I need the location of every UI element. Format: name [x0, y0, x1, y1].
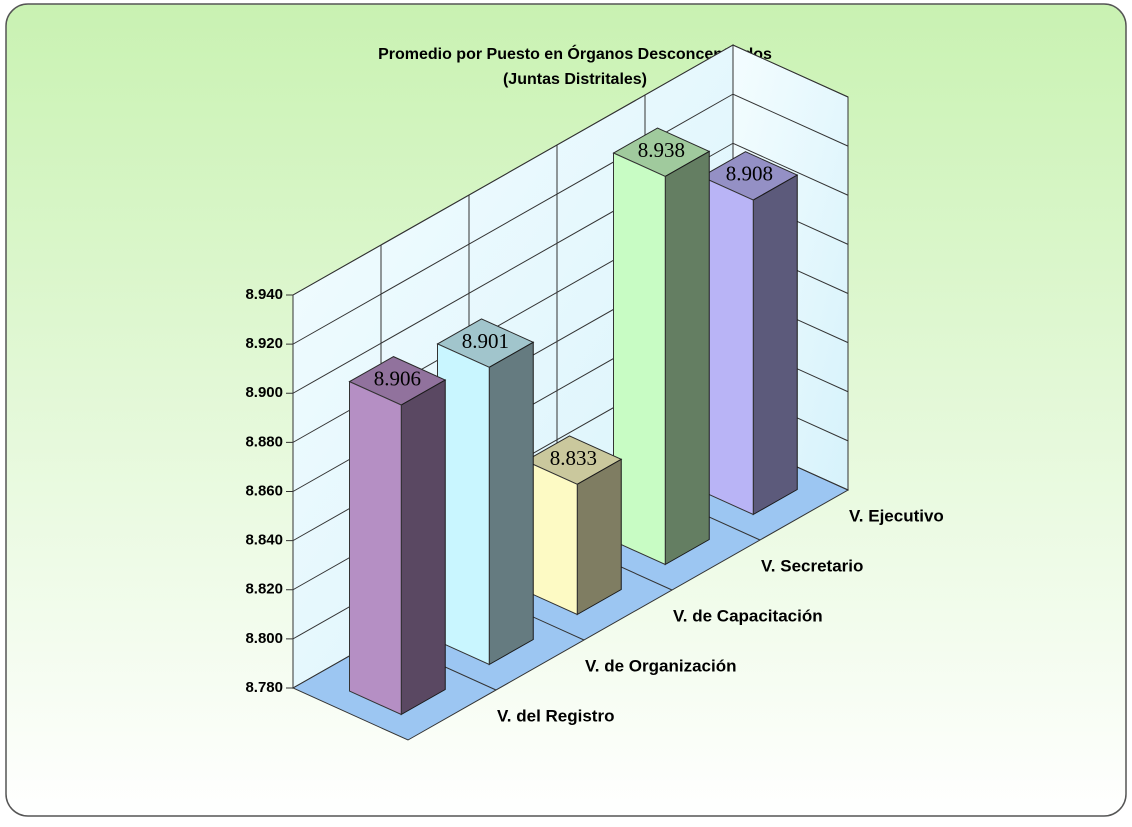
y-tick-label: 8.780: [245, 679, 283, 696]
data-label: 8.938: [638, 138, 685, 162]
y-tick-label: 8.940: [245, 286, 283, 303]
bar-front: [349, 380, 402, 716]
x-tick-label: V. de Capacitación: [673, 606, 823, 625]
y-tick-label: 8.920: [245, 335, 283, 352]
bar-side: [664, 150, 710, 566]
bar-side: [488, 341, 534, 666]
y-tick-label: 8.800: [245, 630, 283, 647]
data-label: 8.906: [374, 367, 421, 391]
x-tick-label: V. Secretario: [761, 556, 863, 575]
bar-side: [752, 174, 798, 516]
grid-line: [292, 44, 849, 296]
bar-front: [613, 152, 666, 566]
x-tick-label: V. Ejecutivo: [849, 506, 944, 525]
data-label: 8.908: [726, 162, 773, 186]
bar-side: [576, 458, 622, 616]
y-tick-label: 8.820: [245, 581, 283, 598]
data-label: 8.901: [462, 329, 509, 353]
x-tick-label: V. de Organización: [585, 656, 736, 675]
grid-line: [292, 142, 849, 394]
y-tick-label: 8.880: [245, 433, 283, 450]
x-tick-label: V. del Registro: [497, 706, 614, 725]
bar-side: [400, 379, 446, 716]
grid-line: [292, 93, 849, 345]
chart-subtitle: (Juntas Distritales): [503, 71, 647, 88]
chart-title: Promedio por Puesto en Órganos Desconcen…: [378, 44, 772, 63]
y-tick-label: 8.900: [245, 384, 283, 401]
y-tick-label: 8.860: [245, 482, 283, 499]
y-tick-label: 8.840: [245, 532, 283, 549]
data-label: 8.833: [550, 446, 597, 470]
